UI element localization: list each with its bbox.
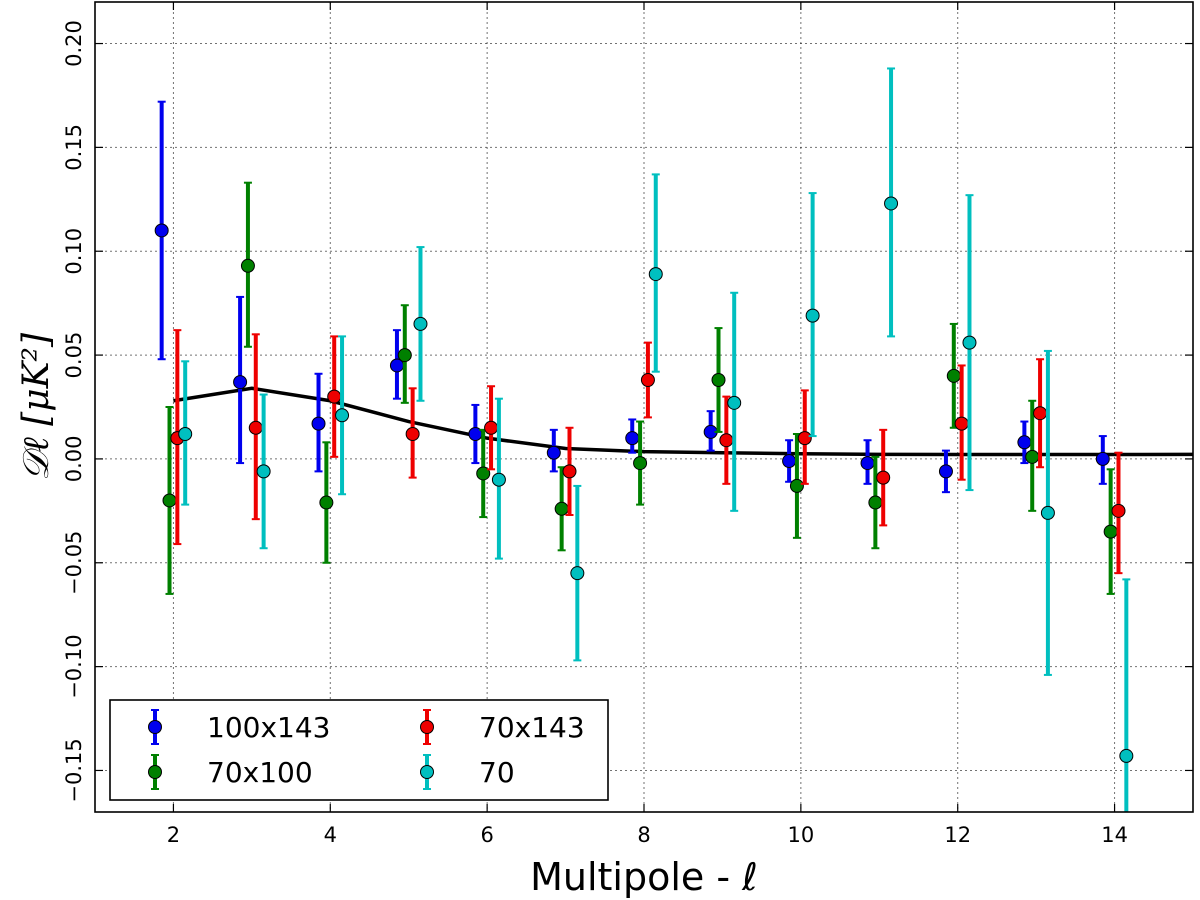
data-point	[1025, 449, 1040, 464]
data-point	[648, 267, 663, 282]
data-point	[335, 408, 350, 423]
data-point	[938, 464, 953, 479]
y-tick-labels: −0.15 −0.10 −0.05 0.00 0.05 0.10 0.15 0.20	[62, 20, 86, 802]
legend-label: 100x143	[207, 711, 330, 744]
series-70	[178, 67, 1134, 812]
y-tick-label: 0.20	[62, 20, 86, 67]
data-point	[1040, 505, 1055, 520]
data-point	[178, 427, 193, 441]
data-point	[327, 389, 342, 404]
y-tick-label: −0.10	[62, 634, 86, 698]
data-point	[233, 375, 248, 390]
axis-ticks	[95, 2, 1193, 812]
data-point	[1095, 451, 1110, 466]
data-point	[640, 373, 655, 387]
data-point	[625, 431, 640, 446]
data-point	[954, 416, 969, 431]
y-tick-label: 0.00	[62, 436, 86, 483]
data-point	[860, 456, 875, 471]
grid	[95, 2, 1193, 812]
y-tick-label: 0.05	[62, 332, 86, 379]
x-tick-label: 2	[167, 823, 180, 847]
y-tick-label: 0.15	[62, 124, 86, 171]
data-point	[413, 316, 428, 331]
legend-label: 70x143	[479, 711, 585, 744]
legend: 100x143 70x100 70x143 70	[109, 699, 609, 801]
data-point	[868, 495, 883, 510]
legend-box	[109, 699, 609, 801]
series-70x143	[170, 329, 1126, 575]
x-tick-label: 14	[1101, 823, 1128, 847]
x-axis-label: Multipole - ℓ	[530, 855, 758, 899]
legend-marker-dot	[148, 720, 162, 734]
data-point	[789, 478, 804, 493]
data-point	[876, 470, 891, 485]
data-point	[491, 472, 506, 487]
data-point	[727, 395, 742, 410]
y-axis-label: 𝒟ℓ [μK²]	[16, 332, 57, 481]
data-point	[562, 464, 577, 479]
x-tick-label: 10	[787, 823, 814, 847]
data-point	[946, 368, 961, 383]
data-point	[248, 420, 263, 435]
data-point	[319, 495, 334, 510]
data-point	[782, 454, 797, 468]
data-point	[570, 566, 585, 581]
data-point	[240, 258, 255, 273]
legend-marker-dot	[420, 720, 434, 734]
x-tick-labels: 2 4 6 8 10 12 14	[167, 823, 1128, 847]
data-point	[256, 464, 271, 479]
series-70x100	[162, 181, 1118, 595]
data-point	[1017, 435, 1032, 450]
x-tick-label: 6	[480, 823, 493, 847]
data-point	[405, 427, 420, 441]
data-point	[397, 348, 412, 363]
data-point	[154, 223, 169, 238]
y-tick-label: −0.05	[62, 531, 86, 595]
data-point	[162, 493, 177, 508]
data-point	[719, 433, 734, 448]
y-tick-label: −0.15	[62, 738, 86, 802]
data-point	[797, 431, 812, 446]
data-point	[554, 501, 569, 516]
x-tick-label: 8	[637, 823, 650, 847]
series-100x143	[154, 100, 1110, 494]
data-point	[884, 196, 899, 211]
data-point	[484, 420, 499, 435]
data-point	[1103, 524, 1118, 539]
data-point	[633, 456, 648, 471]
legend-marker-dot	[420, 765, 434, 779]
data-point	[476, 466, 491, 481]
legend-label: 70	[479, 756, 515, 789]
x-tick-label: 4	[324, 823, 337, 847]
y-tick-label: 0.10	[62, 228, 86, 275]
data-point	[311, 416, 326, 431]
data-point	[546, 445, 561, 460]
legend-marker-dot	[148, 765, 162, 779]
x-tick-label: 12	[944, 823, 971, 847]
data-point	[1111, 503, 1126, 518]
data-point	[1119, 748, 1134, 763]
data-layer	[154, 67, 1134, 812]
data-point	[805, 308, 820, 323]
data-point	[962, 335, 977, 350]
data-point	[711, 373, 726, 387]
data-point	[1033, 406, 1048, 421]
legend-label: 70x100	[207, 756, 313, 789]
